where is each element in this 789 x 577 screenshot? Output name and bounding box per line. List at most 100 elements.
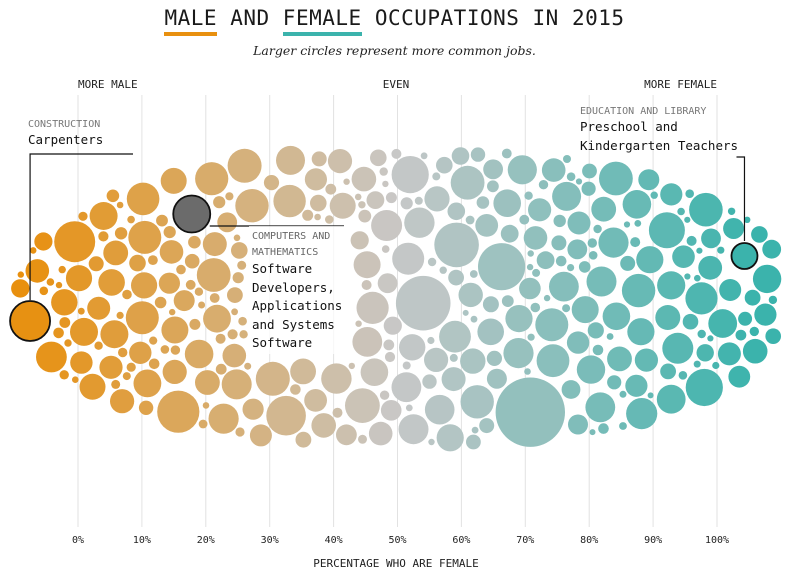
occupation-bubble[interactable] xyxy=(395,275,451,331)
occupation-bubble[interactable] xyxy=(432,172,441,181)
occupation-bubble[interactable] xyxy=(377,273,398,294)
occupation-bubble[interactable] xyxy=(682,313,699,330)
occupation-bubble[interactable] xyxy=(689,192,723,227)
occupation-bubble[interactable] xyxy=(358,209,372,223)
occupation-bubble[interactable] xyxy=(523,226,548,250)
occupation-bubble[interactable] xyxy=(89,202,118,230)
occupation-bubble[interactable] xyxy=(263,175,280,191)
occupation-bubble[interactable] xyxy=(551,235,567,251)
occupation-bubble[interactable] xyxy=(273,184,306,218)
occupation-bubble[interactable] xyxy=(380,400,402,421)
occupation-bubble[interactable] xyxy=(391,372,422,403)
occupation-bubble[interactable] xyxy=(630,237,641,248)
occupation-bubble[interactable] xyxy=(129,341,152,364)
occupation-bubble[interactable] xyxy=(656,384,686,414)
carpenters-bubble[interactable] xyxy=(9,300,51,342)
occupation-bubble[interactable] xyxy=(51,289,78,316)
occupation-bubble[interactable] xyxy=(469,270,478,278)
occupation-bubble[interactable] xyxy=(470,315,478,323)
occupation-bubble[interactable] xyxy=(619,390,627,398)
occupation-bubble[interactable] xyxy=(536,251,555,270)
occupation-bubble[interactable] xyxy=(571,296,599,324)
occupation-bubble[interactable] xyxy=(555,255,567,267)
occupation-bubble[interactable] xyxy=(696,247,703,254)
occupation-bubble[interactable] xyxy=(450,165,485,200)
occupation-bubble[interactable] xyxy=(553,214,566,228)
occupation-bubble[interactable] xyxy=(392,242,425,275)
occupation-bubble[interactable] xyxy=(227,287,243,303)
occupation-bubble[interactable] xyxy=(507,155,537,185)
occupation-bubble[interactable] xyxy=(399,334,426,361)
occupation-bubble[interactable] xyxy=(543,294,551,302)
occupation-bubble[interactable] xyxy=(34,232,53,251)
occupation-bubble[interactable] xyxy=(114,227,128,240)
occupation-bubble[interactable] xyxy=(563,155,571,163)
occupation-bubble[interactable] xyxy=(598,227,629,258)
occupation-bubble[interactable] xyxy=(434,222,479,268)
occupation-bubble[interactable] xyxy=(222,343,247,368)
occupation-bubble[interactable] xyxy=(768,295,778,305)
occupation-bubble[interactable] xyxy=(185,279,196,290)
occupation-bubble[interactable] xyxy=(602,302,631,331)
occupation-bubble[interactable] xyxy=(116,201,124,209)
occupation-bubble[interactable] xyxy=(355,320,362,327)
occupation-bubble[interactable] xyxy=(202,402,210,409)
occupation-bubble[interactable] xyxy=(712,361,720,370)
occupation-bubble[interactable] xyxy=(447,202,466,221)
occupation-bubble[interactable] xyxy=(176,264,186,275)
occupation-bubble[interactable] xyxy=(486,368,507,389)
occupation-bubble[interactable] xyxy=(441,367,466,392)
occupation-bubble[interactable] xyxy=(592,344,604,356)
occupation-bubble[interactable] xyxy=(149,336,158,345)
occupation-bubble[interactable] xyxy=(575,178,583,185)
occupation-bubble[interactable] xyxy=(483,159,503,180)
occupation-bubble[interactable] xyxy=(535,308,569,342)
occupation-bubble[interactable] xyxy=(70,317,98,346)
occupation-bubble[interactable] xyxy=(244,362,252,370)
occupation-bubble[interactable] xyxy=(607,346,632,372)
occupation-bubble[interactable] xyxy=(717,246,725,254)
occupation-bubble[interactable] xyxy=(225,192,234,201)
occupation-bubble[interactable] xyxy=(576,355,606,384)
occupation-bubble[interactable] xyxy=(195,370,220,395)
occupation-bubble[interactable] xyxy=(138,400,154,415)
occupation-bubble[interactable] xyxy=(391,156,429,194)
occupation-bubble[interactable] xyxy=(184,339,214,369)
occupation-bubble[interactable] xyxy=(660,183,683,206)
occupation-bubble[interactable] xyxy=(476,196,490,209)
occupation-bubble[interactable] xyxy=(527,333,535,341)
occupation-bubble[interactable] xyxy=(530,302,541,313)
occupation-bubble[interactable] xyxy=(383,316,402,335)
occupation-bubble[interactable] xyxy=(657,271,686,300)
occupation-bubble[interactable] xyxy=(111,379,121,389)
occupation-bubble[interactable] xyxy=(209,293,220,303)
occupation-bubble[interactable] xyxy=(567,239,588,260)
occupation-bubble[interactable] xyxy=(586,266,617,297)
occupation-bubble[interactable] xyxy=(332,407,343,418)
occupation-bubble[interactable] xyxy=(345,388,380,423)
occupation-bubble[interactable] xyxy=(527,250,534,257)
occupation-bubble[interactable] xyxy=(227,329,238,340)
occupation-bubble[interactable] xyxy=(552,181,582,211)
occupation-bubble[interactable] xyxy=(217,212,238,233)
occupation-bubble[interactable] xyxy=(360,358,389,387)
occupation-bubble[interactable] xyxy=(620,255,636,271)
occupation-bubble[interactable] xyxy=(239,330,248,339)
occupation-bubble[interactable] xyxy=(587,322,604,339)
occupation-bubble[interactable] xyxy=(549,271,579,302)
occupation-bubble[interactable] xyxy=(697,329,706,339)
occupation-bubble[interactable] xyxy=(232,272,244,284)
occupation-bubble[interactable] xyxy=(765,328,781,345)
occupation-bubble[interactable] xyxy=(125,301,159,335)
occupation-bubble[interactable] xyxy=(662,332,694,364)
occupation-bubble[interactable] xyxy=(404,207,435,238)
occupation-bubble[interactable] xyxy=(213,196,226,209)
occupation-bubble[interactable] xyxy=(462,309,469,316)
occupation-bubble[interactable] xyxy=(358,434,367,444)
occupation-bubble[interactable] xyxy=(742,338,768,364)
occupation-bubble[interactable] xyxy=(436,424,464,452)
occupation-bubble[interactable] xyxy=(686,235,697,246)
occupation-bubble[interactable] xyxy=(420,152,428,160)
occupation-bubble[interactable] xyxy=(189,318,201,330)
occupation-bubble[interactable] xyxy=(302,209,314,221)
